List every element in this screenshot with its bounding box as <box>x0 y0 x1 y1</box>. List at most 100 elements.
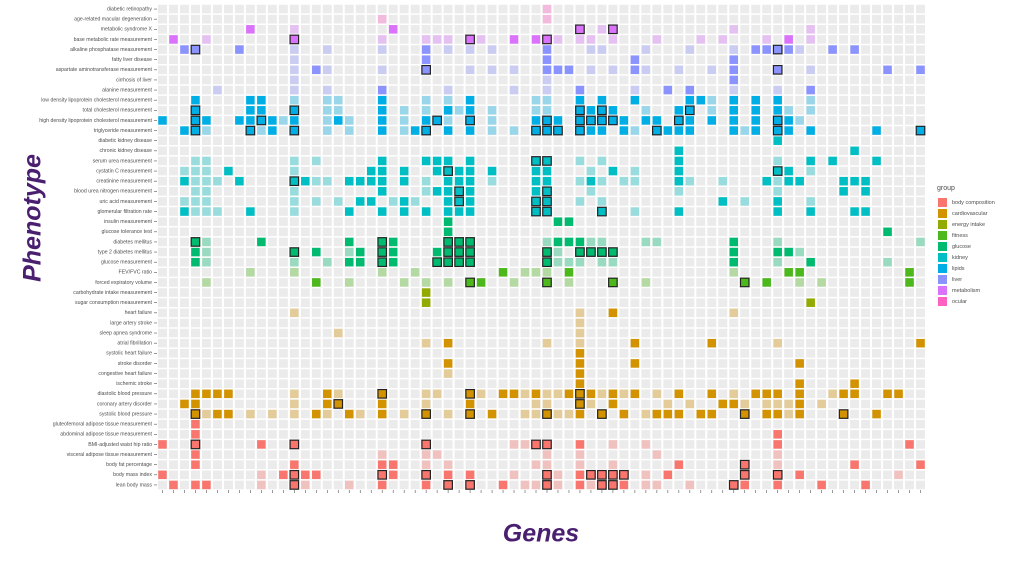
y-tick-label: insulin measurement <box>104 219 152 225</box>
tile <box>443 85 453 95</box>
tile <box>180 207 189 216</box>
tile <box>487 126 497 135</box>
tile <box>421 439 432 450</box>
tile <box>344 176 354 186</box>
tile <box>872 126 881 135</box>
tile <box>597 389 607 399</box>
tile <box>619 126 629 135</box>
tile <box>158 470 167 480</box>
tile <box>323 176 332 186</box>
tile <box>432 247 442 257</box>
tile <box>542 14 552 24</box>
tile <box>202 187 211 196</box>
tile <box>575 359 585 368</box>
legend-key <box>938 297 947 306</box>
tile <box>542 247 552 257</box>
tile <box>323 85 332 95</box>
tile <box>729 389 739 399</box>
tile <box>256 115 267 126</box>
tile <box>257 480 266 490</box>
tile <box>432 156 442 166</box>
tile <box>542 237 552 247</box>
tile <box>366 176 376 186</box>
tile <box>465 480 475 490</box>
tile <box>301 480 310 490</box>
tile <box>707 106 717 115</box>
y-tick-label: ischemic stroke <box>116 381 152 387</box>
tile <box>290 460 299 469</box>
y-tick-label: coronary artery disorder <box>97 401 152 407</box>
tile <box>290 85 299 95</box>
tile <box>784 35 793 44</box>
tile <box>202 156 211 166</box>
y-tick-label: total cholesterol measurement <box>83 108 153 114</box>
tile <box>323 257 332 267</box>
tile <box>773 106 782 115</box>
y-tick-label: systolic blood pressure <box>99 411 152 417</box>
legend-label: glucose <box>952 244 971 250</box>
tile <box>619 409 629 419</box>
tile <box>190 44 201 55</box>
tile <box>224 409 233 419</box>
tile <box>443 470 453 480</box>
tile <box>861 207 870 216</box>
tile <box>575 450 585 459</box>
tile <box>773 207 782 216</box>
tile <box>729 55 739 64</box>
tile <box>575 115 585 126</box>
tile <box>290 207 299 216</box>
tile <box>542 277 552 288</box>
tile <box>334 389 343 399</box>
tile <box>828 156 837 166</box>
tile <box>729 399 739 409</box>
tile <box>542 4 552 14</box>
tile <box>465 176 475 186</box>
tile <box>784 45 793 54</box>
tile <box>443 126 453 135</box>
tile <box>663 409 673 419</box>
tile <box>520 440 530 449</box>
tile <box>838 409 849 419</box>
tile <box>531 116 541 125</box>
tile <box>421 176 431 186</box>
tile <box>773 450 782 459</box>
tile <box>828 45 837 54</box>
tile <box>773 156 782 166</box>
tile <box>542 450 552 459</box>
tile <box>377 450 387 459</box>
tile <box>421 207 431 216</box>
tile <box>191 389 200 399</box>
tile <box>498 268 508 277</box>
tile <box>323 106 332 115</box>
tile <box>421 389 431 399</box>
y-tick-label: FEV/FVC ratio <box>119 270 153 276</box>
tile <box>312 409 321 419</box>
tile <box>674 460 684 469</box>
y-tick-label: diabetes mellitus <box>113 239 152 245</box>
legend-key <box>938 231 947 240</box>
y-tick-label: triglyceride measurement <box>94 128 153 134</box>
tile <box>421 469 432 480</box>
tile <box>597 469 607 480</box>
tile <box>377 480 387 490</box>
tile <box>377 399 387 409</box>
tile <box>465 207 475 216</box>
tile <box>213 176 222 186</box>
tile <box>696 409 706 419</box>
tile <box>443 369 453 378</box>
tile <box>729 25 739 34</box>
tile <box>751 45 760 54</box>
tile <box>421 116 431 125</box>
tile <box>289 439 300 450</box>
tile <box>651 125 662 136</box>
tile <box>586 389 596 399</box>
tile <box>608 460 618 469</box>
tile <box>707 116 717 125</box>
tile <box>290 166 299 176</box>
tile <box>202 409 211 419</box>
tile <box>674 156 684 166</box>
tile <box>377 388 388 399</box>
tile <box>312 65 321 75</box>
tile <box>839 176 848 186</box>
tile <box>674 409 684 419</box>
